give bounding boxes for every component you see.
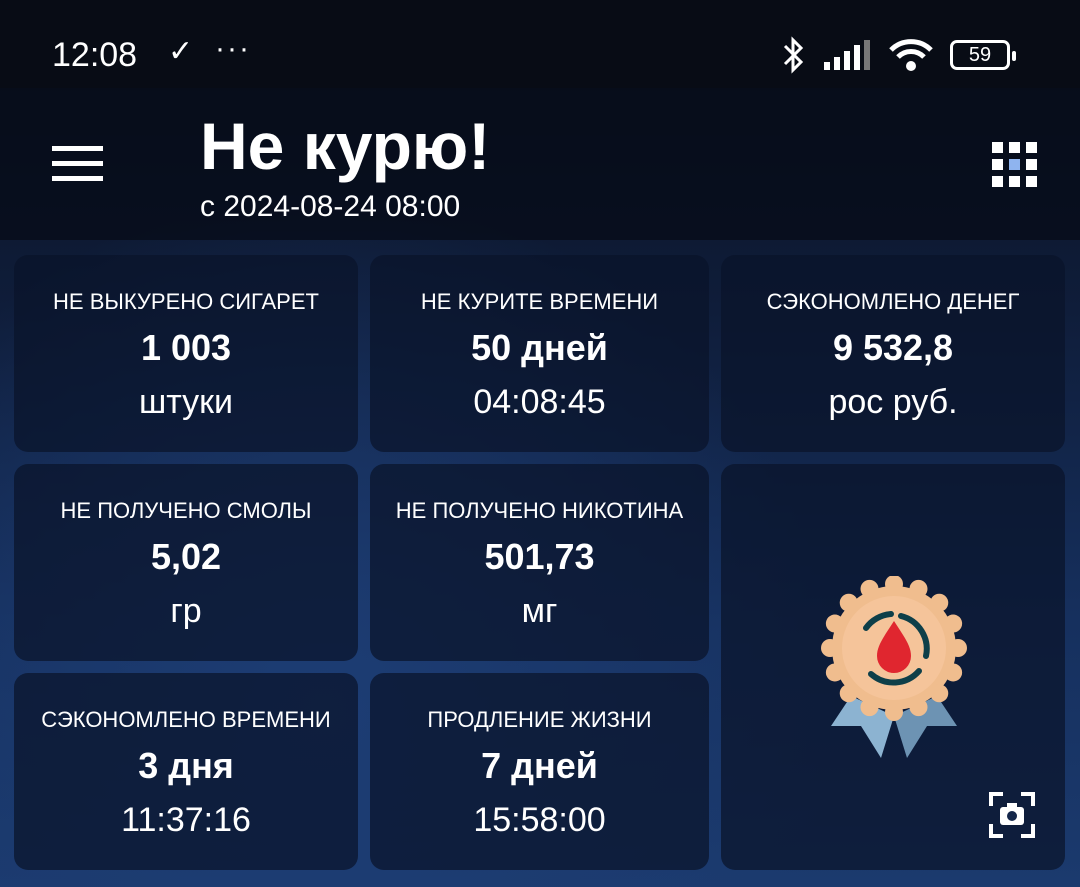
tile-money-saved[interactable]: СЭКОНОМЛЕНО ДЕНЕГ 9 532,8 рос руб. bbox=[721, 255, 1065, 452]
achievement-tile[interactable] bbox=[721, 464, 1065, 870]
battery-level: 59 bbox=[968, 43, 992, 66]
tile-label: НЕ ПОЛУЧЕНО НИКОТИНА bbox=[395, 498, 684, 523]
tile-unit: мг bbox=[521, 592, 558, 630]
tile-label: СЭКОНОМЛЕНО ВРЕМЕНИ bbox=[41, 707, 331, 732]
page-title: Не курю! bbox=[200, 109, 491, 183]
tile-value: 50 дней bbox=[471, 327, 608, 368]
signal-icon bbox=[824, 40, 870, 70]
bluetooth-icon bbox=[783, 36, 804, 74]
tile-time-smoke-free[interactable]: НЕ КУРИТЕ ВРЕМЕНИ 50 дней 04:08:45 bbox=[370, 255, 709, 452]
tile-unit: 04:08:45 bbox=[473, 383, 606, 421]
status-bar: 12:08 ✓ ··· 59 bbox=[0, 0, 1080, 88]
tile-nicotine[interactable]: НЕ ПОЛУЧЕНО НИКОТИНА 501,73 мг bbox=[370, 464, 709, 661]
tile-value: 7 дней bbox=[481, 745, 598, 786]
tile-label: ПРОДЛЕНИЕ ЖИЗНИ bbox=[427, 707, 652, 732]
screenshot-camera-icon[interactable] bbox=[989, 792, 1035, 838]
tile-value: 1 003 bbox=[140, 327, 232, 368]
grid-view-icon[interactable] bbox=[992, 142, 1037, 187]
tile-value: 3 дня bbox=[138, 745, 234, 786]
tile-cigarettes[interactable]: НЕ ВЫКУРЕНО СИГАРЕТ 1 003 штуки bbox=[14, 255, 358, 452]
tile-label: СЭКОНОМЛЕНО ДЕНЕГ bbox=[766, 289, 1020, 314]
check-icon: ✓ bbox=[168, 35, 194, 68]
tile-unit: рос руб. bbox=[828, 383, 958, 421]
tile-value: 9 532,8 bbox=[832, 327, 954, 368]
app-bar: Не курю! с 2024-08-24 08:00 bbox=[0, 88, 1080, 240]
battery-icon: 59 bbox=[950, 40, 1016, 70]
tile-time-saved[interactable]: СЭКОНОМЛЕНО ВРЕМЕНИ 3 дня 11:37:16 bbox=[14, 673, 358, 870]
tile-label: НЕ ПОЛУЧЕНО СМОЛЫ bbox=[60, 498, 312, 523]
tile-label: НЕ ВЫКУРЕНО СИГАРЕТ bbox=[53, 289, 319, 314]
tile-unit: штуки bbox=[138, 383, 234, 421]
wifi-icon bbox=[889, 39, 933, 71]
tile-unit: гр bbox=[170, 592, 202, 630]
tile-life-extension[interactable]: ПРОДЛЕНИЕ ЖИЗНИ 7 дней 15:58:00 bbox=[370, 673, 709, 870]
quit-date: с 2024-08-24 08:00 bbox=[200, 190, 461, 223]
more-notifications-icon: ··· bbox=[215, 32, 251, 65]
tile-tar[interactable]: НЕ ПОЛУЧЕНО СМОЛЫ 5,02 гр bbox=[14, 464, 358, 661]
blood-drop-medal-icon bbox=[821, 576, 967, 758]
tile-unit: 11:37:16 bbox=[121, 801, 251, 839]
tile-value: 501,73 bbox=[484, 536, 595, 577]
tile-label: НЕ КУРИТЕ ВРЕМЕНИ bbox=[420, 289, 659, 314]
menu-icon[interactable] bbox=[52, 146, 103, 191]
tile-unit: 15:58:00 bbox=[473, 801, 606, 839]
clock: 12:08 bbox=[52, 36, 138, 74]
tile-value: 5,02 bbox=[150, 536, 222, 577]
